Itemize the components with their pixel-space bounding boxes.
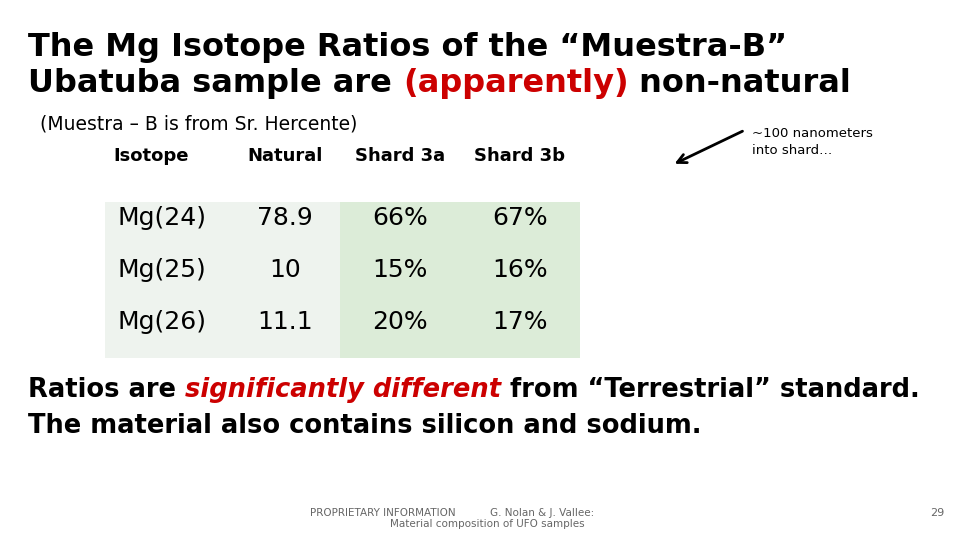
Text: Mg(24): Mg(24): [117, 206, 206, 230]
Text: 66%: 66%: [372, 206, 428, 230]
Text: ~100 nanometers
into shard…: ~100 nanometers into shard…: [752, 127, 873, 157]
Text: PROPRIETARY INFORMATION: PROPRIETARY INFORMATION: [310, 508, 456, 518]
Text: (apparently): (apparently): [403, 68, 629, 99]
Text: significantly different: significantly different: [185, 377, 501, 403]
Text: Ubatuba sample are: Ubatuba sample are: [28, 68, 403, 99]
Text: Material composition of UFO samples: Material composition of UFO samples: [390, 519, 585, 529]
Text: non-natural: non-natural: [629, 68, 852, 99]
Text: Ratios are: Ratios are: [28, 377, 185, 403]
Text: Mg(26): Mg(26): [117, 310, 206, 334]
Text: 16%: 16%: [492, 258, 548, 282]
Text: 17%: 17%: [492, 310, 548, 334]
Text: (Muestra – B is from Sr. Hercente): (Muestra – B is from Sr. Hercente): [40, 115, 357, 134]
Text: 67%: 67%: [492, 206, 548, 230]
Bar: [105, 254, 340, 306]
Text: Shard 3b: Shard 3b: [474, 147, 565, 165]
Bar: [340, 306, 580, 358]
Text: from “Terrestrial” standard.: from “Terrestrial” standard.: [501, 377, 920, 403]
Text: Natural: Natural: [248, 147, 323, 165]
Text: Shard 3a: Shard 3a: [355, 147, 445, 165]
Bar: [340, 254, 580, 306]
Text: The Mg Isotope Ratios of the “Muestra-B”: The Mg Isotope Ratios of the “Muestra-B”: [28, 32, 787, 63]
Text: 78.9: 78.9: [257, 206, 313, 230]
Bar: [105, 306, 340, 358]
Text: G. Nolan & J. Vallee:: G. Nolan & J. Vallee:: [490, 508, 594, 518]
Text: Isotope: Isotope: [113, 147, 188, 165]
Bar: [105, 202, 340, 254]
Text: 29: 29: [930, 508, 945, 518]
Text: Mg(25): Mg(25): [117, 258, 205, 282]
Text: 11.1: 11.1: [257, 310, 313, 334]
Bar: [340, 202, 580, 254]
Text: 10: 10: [269, 258, 300, 282]
Text: 20%: 20%: [372, 310, 428, 334]
Text: 15%: 15%: [372, 258, 428, 282]
Text: The material also contains silicon and sodium.: The material also contains silicon and s…: [28, 413, 702, 439]
